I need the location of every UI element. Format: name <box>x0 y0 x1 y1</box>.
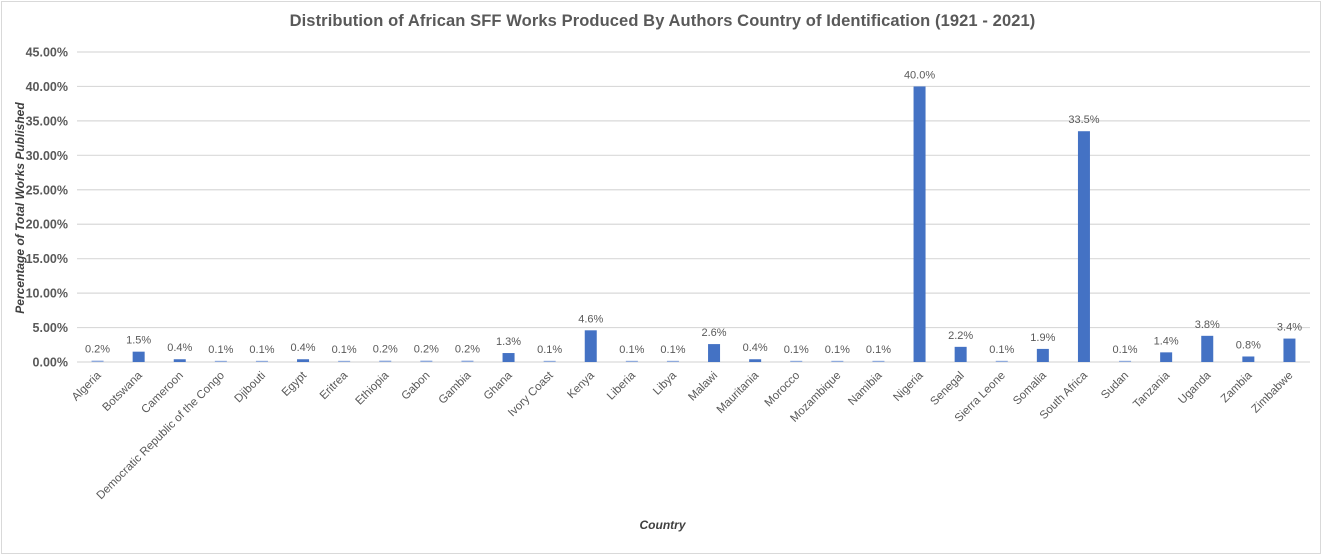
bar <box>872 360 885 362</box>
bar <box>1242 356 1255 362</box>
bar <box>297 359 310 362</box>
chart-title: Distribution of African SFF Works Produc… <box>289 12 1036 30</box>
bar <box>666 360 679 362</box>
x-tick-label: Zambia <box>1219 369 1255 405</box>
data-label: 0.4% <box>743 342 768 354</box>
x-tick-label: Libya <box>651 369 679 397</box>
data-label: 3.4% <box>1277 322 1302 334</box>
y-tick-label: 35.00% <box>26 114 68 128</box>
bar <box>954 346 967 362</box>
y-tick-label: 5.00% <box>33 321 68 335</box>
x-tick-label: Gambia <box>437 369 474 406</box>
data-label: 0.1% <box>660 344 685 356</box>
data-label: 4.6% <box>578 313 603 325</box>
x-tick-label: Uganda <box>1176 369 1213 406</box>
bar <box>708 344 721 362</box>
bar <box>461 360 474 362</box>
data-label: 0.8% <box>1236 339 1261 351</box>
data-label: 0.1% <box>537 344 562 356</box>
bar <box>1036 348 1049 362</box>
data-label: 0.1% <box>825 344 850 356</box>
data-label: 0.1% <box>1113 344 1138 356</box>
bar <box>995 360 1008 362</box>
x-tick-label: Zimbabwe <box>1250 370 1296 416</box>
x-tick-label: Eritrea <box>318 369 351 402</box>
x-axis-label: Country <box>639 518 686 532</box>
bar <box>132 351 145 362</box>
x-tick-label: Ethiopia <box>353 369 391 407</box>
y-tick-label: 15.00% <box>26 252 68 266</box>
x-tick-label: Tanzania <box>1131 369 1172 410</box>
data-label: 0.1% <box>866 344 891 356</box>
bar <box>584 330 597 362</box>
data-label: 0.1% <box>989 344 1014 356</box>
y-tick-label: 20.00% <box>26 218 68 232</box>
data-label: 0.4% <box>291 342 316 354</box>
x-tick-label: Algeria <box>70 369 104 403</box>
bar <box>749 359 762 362</box>
data-label: 0.1% <box>784 344 809 356</box>
bar <box>214 360 227 362</box>
data-label: 33.5% <box>1068 114 1099 126</box>
bar <box>91 360 104 362</box>
data-label: 0.2% <box>85 344 110 356</box>
x-tick-label: Somalia <box>1011 369 1049 407</box>
x-tick-label: Namibia <box>846 369 885 408</box>
bar <box>255 360 268 362</box>
x-tick-label: Djibouti <box>232 370 268 406</box>
y-tick-label: 10.00% <box>26 287 68 301</box>
bar <box>1119 360 1132 362</box>
data-label: 1.9% <box>1030 332 1055 344</box>
data-label: 0.4% <box>167 342 192 354</box>
bar <box>502 353 515 362</box>
data-label: 0.1% <box>208 344 233 356</box>
x-tick-label: Ivory Coast <box>506 369 556 419</box>
x-tick-label: Sudan <box>1099 370 1131 402</box>
data-label: 0.1% <box>619 344 644 356</box>
x-tick-label: Morocco <box>763 370 803 410</box>
data-label: 3.8% <box>1195 319 1220 331</box>
bar <box>1160 352 1173 362</box>
bar <box>1077 131 1090 362</box>
y-tick-label: 30.00% <box>26 149 68 163</box>
bar <box>1283 338 1296 362</box>
x-tick-label: Liberia <box>605 369 638 402</box>
bar <box>338 360 351 362</box>
data-label: 1.3% <box>496 336 521 348</box>
data-label: 0.1% <box>249 344 274 356</box>
data-label: 2.2% <box>948 330 973 342</box>
data-label: 0.2% <box>414 344 439 356</box>
data-label: 1.4% <box>1154 335 1179 347</box>
x-tick-label: Gabon <box>400 370 433 403</box>
x-tick-label: Malawi <box>686 370 720 404</box>
x-tick-label: Mauritania <box>715 369 762 416</box>
bar <box>543 360 556 362</box>
y-tick-label: 25.00% <box>26 183 68 197</box>
y-tick-label: 40.00% <box>26 80 68 94</box>
x-tick-label: Nigeria <box>891 369 926 404</box>
x-tick-label: Ghana <box>482 369 515 402</box>
bar <box>913 86 926 362</box>
bar <box>831 360 844 362</box>
y-tick-label: 45.00% <box>26 46 68 60</box>
bar <box>625 360 638 362</box>
bar <box>420 360 433 362</box>
x-tick-label: Senegal <box>928 370 966 408</box>
bar <box>379 360 392 362</box>
bar <box>790 360 803 362</box>
x-tick-label: Egypt <box>280 369 310 399</box>
bar <box>1201 335 1214 362</box>
data-label: 0.2% <box>455 344 480 356</box>
bar <box>173 359 186 362</box>
y-tick-label: 0.00% <box>33 356 68 370</box>
data-label: 0.1% <box>332 344 357 356</box>
x-tick-label: Kenya <box>565 369 597 401</box>
data-label: 1.5% <box>126 335 151 347</box>
data-label: 0.2% <box>373 344 398 356</box>
data-label: 40.0% <box>904 69 935 81</box>
data-label: 2.6% <box>702 327 727 339</box>
